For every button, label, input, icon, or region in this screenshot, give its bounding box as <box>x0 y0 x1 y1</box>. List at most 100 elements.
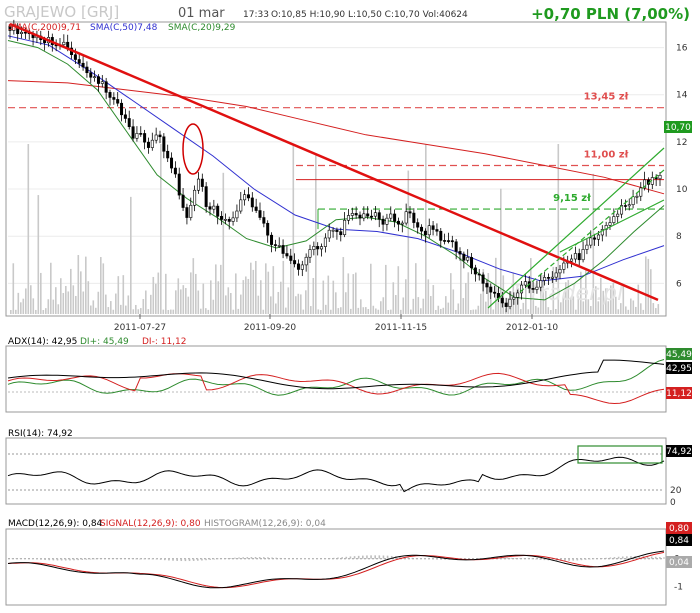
candle-body <box>335 229 339 232</box>
volume-bar <box>302 309 305 314</box>
rsi-y-tick: 0 <box>670 498 676 508</box>
histogram-bar <box>362 555 364 559</box>
volume-bar <box>485 301 487 314</box>
volume-bar <box>192 258 195 314</box>
volume-bar <box>322 280 325 314</box>
histogram-bar <box>399 556 401 559</box>
volume-bar <box>100 257 102 314</box>
di-plus-line <box>7 359 665 396</box>
volume-bar <box>147 309 150 314</box>
candle-body <box>596 234 600 240</box>
histogram-bar <box>192 558 195 561</box>
volume-bar <box>247 278 250 314</box>
histogram-bar <box>242 557 244 559</box>
candle-body <box>23 31 27 34</box>
candle-body <box>658 175 662 180</box>
histogram-bar <box>659 557 661 559</box>
adx-badge-bg <box>666 387 692 399</box>
ticker-title: GRAJEWO [GRJ] <box>4 3 119 21</box>
volume-bar <box>390 309 392 314</box>
volume-bar <box>87 281 90 314</box>
histogram-bar <box>568 558 570 561</box>
candle-body <box>477 273 481 276</box>
candle-body <box>300 264 304 270</box>
volume-bar <box>342 257 345 314</box>
candle-body <box>316 246 320 250</box>
candle-body <box>93 76 97 78</box>
volume-bar <box>255 260 257 314</box>
macd-panel-frame <box>5 528 667 606</box>
price-change: +0,70 PLN (7,00%) <box>531 5 690 23</box>
candle-body <box>493 291 497 294</box>
histogram-bar <box>81 558 84 560</box>
volume-bar <box>412 298 415 314</box>
volume-bar <box>187 296 190 314</box>
volume-bar <box>335 292 337 314</box>
adx-badge: 11,12 <box>666 389 692 399</box>
candle-body <box>308 249 312 258</box>
histogram-bar <box>213 558 216 560</box>
volume-bar <box>362 307 365 314</box>
volume-bar <box>552 266 555 314</box>
volume-bar <box>172 309 175 314</box>
volume-bar <box>287 287 290 314</box>
candle-body <box>573 253 577 260</box>
volume-bar <box>517 288 520 314</box>
candle-body <box>593 237 597 240</box>
candle-body <box>100 81 104 84</box>
histogram-bar <box>279 557 282 559</box>
histogram-bar <box>135 558 137 560</box>
volume-bar <box>410 309 412 314</box>
histogram-bar <box>646 556 649 559</box>
volume-bar <box>82 291 85 314</box>
volume-bar <box>377 309 380 314</box>
volume-bar <box>22 298 25 314</box>
candle-body <box>370 215 374 218</box>
volume-bar <box>460 257 462 314</box>
downtrend-line <box>9 22 659 302</box>
histogram-bar <box>428 558 430 560</box>
volume-bar <box>312 278 315 314</box>
histogram-bar <box>73 558 75 561</box>
volume-bar <box>115 293 117 314</box>
candle-body <box>427 225 431 236</box>
price-y-tick: 8 <box>676 232 682 242</box>
volume-bar <box>325 304 327 314</box>
volume-bar <box>522 302 525 314</box>
volume-bar <box>647 258 650 314</box>
volume-bar <box>267 271 270 314</box>
candle-body <box>62 41 66 45</box>
histogram-bar <box>370 555 372 559</box>
volume-bar <box>142 299 145 314</box>
volume-bar <box>107 307 110 314</box>
volume-bar <box>612 282 615 314</box>
histogram-bar <box>663 557 665 559</box>
candle-body <box>354 213 358 216</box>
volume-bar <box>425 144 427 314</box>
candle-body <box>346 215 350 221</box>
candle-body <box>339 231 343 236</box>
volume-bar <box>507 297 510 314</box>
rsi-box <box>577 445 663 464</box>
volume-bar <box>42 309 45 314</box>
volume-bar <box>157 272 160 314</box>
price-legend-item: SMA(C,20)9,29 <box>168 23 236 33</box>
price-y-tick: 6 <box>676 279 682 289</box>
histogram-bar <box>357 555 360 559</box>
histogram-bar <box>572 558 575 561</box>
volume-bar <box>482 269 485 314</box>
volume-bar <box>450 273 452 314</box>
volume-bar <box>367 309 370 314</box>
volume-bar <box>565 282 567 314</box>
candle-body <box>266 222 270 236</box>
volume-bar <box>610 285 612 314</box>
volume-bar <box>280 281 282 314</box>
volume-bar <box>525 280 527 314</box>
volume-bar <box>72 285 75 314</box>
candle-body <box>235 210 239 219</box>
price-y-tick: 16 <box>676 44 688 54</box>
price-y-tick: 12 <box>676 138 687 148</box>
volume-bar <box>310 306 312 314</box>
candle-body <box>127 118 131 127</box>
volume-bar <box>97 291 100 314</box>
